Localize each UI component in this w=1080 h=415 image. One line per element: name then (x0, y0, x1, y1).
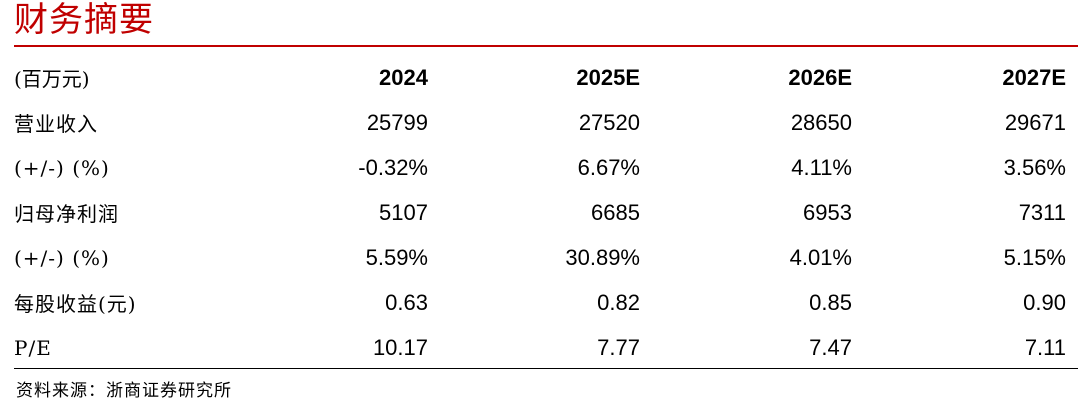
unit-label: (百万元) (14, 67, 90, 91)
table-cell: 5107 (379, 199, 428, 225)
source-note: 资料来源：浙商证券研究所 (16, 381, 232, 401)
table-row: (+/-) (%) -0.32% 6.67% 4.11% 3.56% (14, 145, 1066, 190)
table-cell: 5.15% (1003, 244, 1066, 270)
table-row: 每股收益(元) 0.63 0.82 0.85 0.90 (14, 280, 1066, 325)
table-cell: 28650 (790, 109, 852, 135)
table-cell: 0.85 (809, 289, 852, 315)
table-row: 营业收入 25799 27520 28650 29671 (14, 100, 1066, 145)
year-header: 2027E (1002, 64, 1066, 90)
page-title: 财务摘要 (14, 0, 154, 40)
table-bottom-divider (14, 368, 1078, 369)
row-label: 每股收益(元) (14, 292, 137, 316)
table-cell: 25799 (366, 109, 428, 135)
table-row: 归母净利润 5107 6685 6953 7311 (14, 190, 1066, 235)
title-divider (14, 45, 1078, 47)
table-cell: 10.17 (372, 334, 428, 360)
table-row: (+/-) (%) 5.59% 30.89% 4.01% 5.15% (14, 235, 1066, 280)
table-header-row: (百万元) 2024 2025E 2026E 2027E (14, 55, 1066, 100)
table-cell: 0.90 (1023, 289, 1066, 315)
table-cell: 27520 (578, 109, 640, 135)
table-cell: 4.11% (791, 154, 852, 180)
row-label: (+/-) (%) (14, 155, 110, 180)
row-label: 归母净利润 (14, 202, 119, 226)
table-cell: 29671 (1004, 109, 1066, 135)
table-cell: 6685 (591, 199, 640, 225)
year-header: 2024 (379, 64, 428, 90)
table-cell: 5.59% (365, 244, 428, 270)
row-label: 营业收入 (14, 112, 98, 136)
row-label: (+/-) (%) (14, 245, 110, 270)
table-cell: 4.01% (789, 244, 852, 270)
year-header: 2026E (788, 64, 852, 90)
table-cell: 30.89% (565, 244, 640, 270)
table-cell: 7.11 (1024, 334, 1066, 360)
year-header: 2025E (576, 64, 640, 90)
table-cell: 0.63 (385, 289, 428, 315)
row-label: P/E (14, 335, 52, 360)
table-cell: 6.67% (577, 154, 640, 180)
table-cell: 7.47 (809, 334, 852, 360)
financial-summary-table: (百万元) 2024 2025E 2026E 2027E 营业收入 25799 … (14, 55, 1066, 370)
table-cell: 7311 (1018, 199, 1066, 225)
table-cell: 7.77 (597, 334, 640, 360)
table-row: P/E 10.17 7.77 7.47 7.11 (14, 325, 1066, 370)
table-cell: -0.32% (358, 154, 428, 180)
table-cell: 6953 (803, 199, 852, 225)
table-cell: 0.82 (597, 289, 640, 315)
table-cell: 3.56% (1003, 154, 1066, 180)
